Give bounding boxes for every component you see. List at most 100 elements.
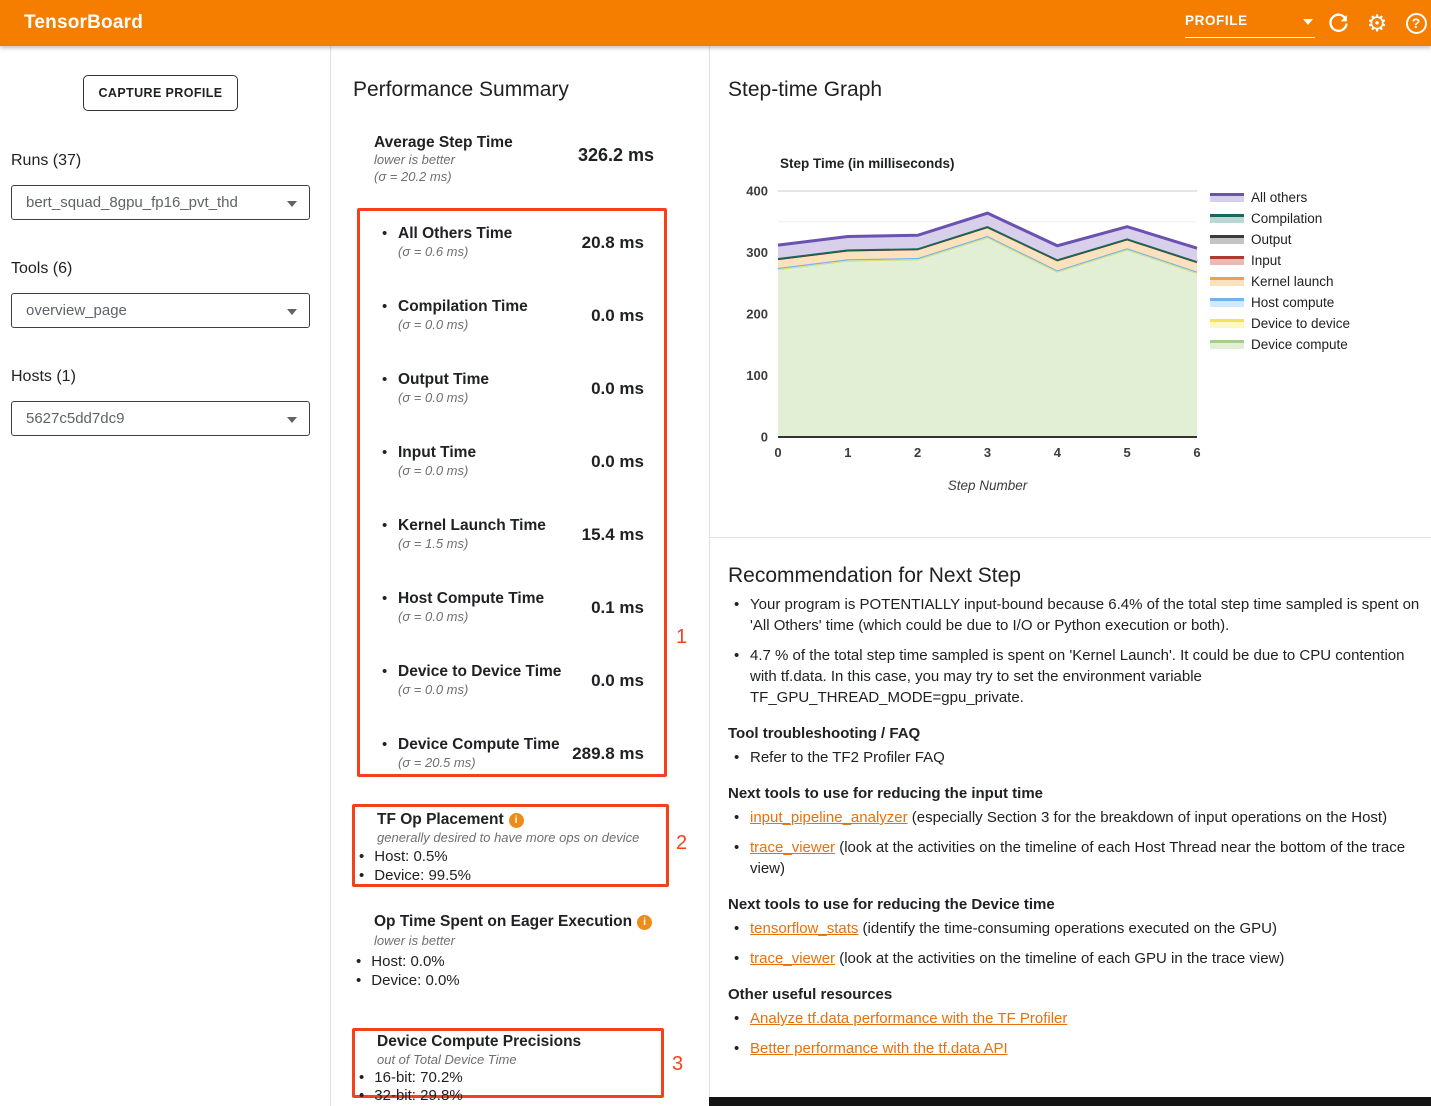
legend-label: Device to device — [1251, 316, 1350, 331]
recommendation-link[interactable]: Better performance with the tf.data API — [750, 1040, 1008, 1057]
tensorboard-profile-page: TensorBoard PROFILE ⚙ ? CAPTURE PROFILE … — [0, 0, 1431, 1106]
recommendation-bullet: Your program is POTENTIALLY input-bound … — [728, 594, 1422, 636]
eager-device: •Device: 0.0% — [356, 972, 460, 989]
x-tick-label: 6 — [1193, 445, 1200, 460]
recommendation-section-heading: Next tools to use for reducing the input… — [728, 783, 1422, 804]
recommendation-title: Recommendation for Next Step — [728, 564, 1021, 588]
annotation-box-1: •All Others Time(σ = 0.6 ms)20.8 ms•Comp… — [357, 208, 667, 777]
tf-op-placement-subtitle: generally desired to have more ops on de… — [377, 830, 639, 845]
legend-label: Input — [1251, 253, 1281, 268]
metric-sigma: (σ = 0.0 ms) — [398, 390, 468, 405]
legend-label: All others — [1251, 190, 1308, 205]
y-tick-label: 300 — [746, 245, 768, 260]
recommendation-item: input_pipeline_analyzer (especially Sect… — [728, 807, 1422, 828]
average-step-time-sub: lower is better — [374, 152, 455, 167]
annotation-box-2: TF Op Placementi generally desired to ha… — [352, 804, 669, 887]
metric-label: Device Compute Time — [398, 736, 560, 754]
recommendation-link[interactable]: trace_viewer — [750, 839, 835, 856]
top-app-bar: TensorBoard PROFILE ⚙ ? — [0, 0, 1431, 46]
metric-sigma: (σ = 0.0 ms) — [398, 317, 468, 332]
bullet: • — [356, 953, 361, 970]
metric-label: Host Compute Time — [398, 590, 544, 608]
recommendation-section-heading: Next tools to use for reducing the Devic… — [728, 894, 1422, 915]
metric-value: 0.0 ms — [591, 671, 644, 691]
recommendation-section-heading: Tool troubleshooting / FAQ — [728, 723, 1422, 744]
metric-value: 0.0 ms — [591, 379, 644, 399]
caret-down-icon — [287, 201, 297, 207]
metric-row: •Compilation Time(σ = 0.0 ms)0.0 ms — [360, 298, 664, 338]
metric-row: •All Others Time(σ = 0.6 ms)20.8 ms — [360, 225, 664, 265]
bullet: • — [359, 1069, 364, 1086]
recommendation-section-heading: Other useful resources — [728, 984, 1422, 1005]
recommendation-link[interactable]: tensorflow_stats — [750, 920, 858, 937]
metric-row: •Device to Device Time(σ = 0.0 ms)0.0 ms — [360, 663, 664, 703]
step-time-graph-title: Step-time Graph — [728, 78, 882, 102]
metric-label: Output Time — [398, 371, 489, 389]
bullet: • — [382, 371, 387, 388]
dashboard-selector-label: PROFILE — [1185, 13, 1248, 28]
x-tick-label: 2 — [914, 445, 921, 460]
legend-label: Host compute — [1251, 295, 1334, 310]
eager-title: Op Time Spent on Eager Executioni — [374, 913, 652, 931]
recommendation-item: Refer to the TF2 Profiler FAQ — [728, 747, 1422, 768]
settings-gear-icon[interactable]: ⚙ — [1363, 9, 1391, 37]
bullet: • — [359, 867, 364, 884]
precision-16bit: •16-bit: 70.2% — [359, 1069, 463, 1086]
average-step-time-value: 326.2 ms — [578, 145, 654, 166]
info-icon[interactable]: i — [509, 813, 524, 828]
recommendation-bullet: 4.7 % of the total step time sampled is … — [728, 645, 1422, 708]
x-tick-label: 0 — [774, 445, 781, 460]
x-tick-label: 4 — [1054, 445, 1062, 460]
recommendation-item: Analyze tf.data performance with the TF … — [728, 1008, 1422, 1029]
tf-op-placement-host: •Host: 0.5% — [359, 848, 448, 865]
tf-op-placement-title: TF Op Placementi — [377, 811, 524, 829]
bottom-section-edge — [709, 1097, 1431, 1106]
help-icon[interactable]: ? — [1402, 9, 1430, 37]
eager-subtitle: lower is better — [374, 933, 455, 948]
hosts-select-value: 5627c5dd7dc9 — [26, 410, 124, 427]
hosts-select[interactable]: 5627c5dd7dc9 — [11, 401, 310, 436]
x-tick-label: 5 — [1124, 445, 1131, 460]
metric-sigma: (σ = 0.0 ms) — [398, 463, 468, 478]
legend-label: Device compute — [1251, 337, 1348, 352]
capture-profile-button[interactable]: CAPTURE PROFILE — [83, 75, 238, 111]
average-step-time-label: Average Step Time — [374, 134, 513, 152]
tools-label: Tools (6) — [11, 260, 72, 278]
bullet: • — [359, 848, 364, 865]
y-tick-label: 200 — [746, 307, 768, 322]
recommendation-link[interactable]: trace_viewer — [750, 950, 835, 967]
bullet: • — [359, 1087, 364, 1104]
metric-row: •Host Compute Time(σ = 0.0 ms)0.1 ms — [360, 590, 664, 630]
tools-select[interactable]: overview_page — [11, 293, 310, 328]
metric-label: Kernel Launch Time — [398, 517, 546, 535]
dashboard-selector[interactable]: PROFILE — [1185, 8, 1315, 38]
hosts-label: Hosts (1) — [11, 368, 76, 386]
tf-op-placement-device: •Device: 99.5% — [359, 867, 471, 884]
recommendation-link[interactable]: input_pipeline_analyzer — [750, 809, 908, 826]
refresh-icon[interactable] — [1324, 9, 1352, 37]
recommendation-item: trace_viewer (look at the activities on … — [728, 837, 1422, 879]
tools-select-value: overview_page — [26, 302, 127, 319]
annotation-number-1: 1 — [676, 626, 687, 649]
runs-select[interactable]: bert_squad_8gpu_fp16_pvt_thd — [11, 185, 310, 220]
metric-value: 289.8 ms — [572, 744, 644, 764]
bullet: • — [382, 444, 387, 461]
annotation-number-3: 3 — [672, 1053, 683, 1076]
bullet: • — [382, 663, 387, 680]
y-tick-label: 100 — [746, 368, 768, 383]
area-device-compute — [778, 237, 1197, 437]
metric-sigma: (σ = 20.5 ms) — [398, 755, 476, 770]
metric-sigma: (σ = 0.6 ms) — [398, 244, 468, 259]
app-title: TensorBoard — [24, 0, 143, 46]
metric-value: 15.4 ms — [582, 525, 644, 545]
metric-row: • Output Time(σ = 0.0 ms) 0.0 ms — [360, 371, 664, 411]
info-icon[interactable]: i — [637, 915, 652, 930]
legend-label: Compilation — [1251, 211, 1322, 226]
recommendation-link[interactable]: Analyze tf.data performance with the TF … — [750, 1010, 1067, 1027]
average-step-time-sigma: (σ = 20.2 ms) — [374, 169, 452, 184]
metric-value: 0.0 ms — [591, 306, 644, 326]
precisions-subtitle: out of Total Device Time — [377, 1052, 517, 1067]
metric-sigma: (σ = 0.0 ms) — [398, 682, 468, 697]
annotation-box-3: Device Compute Precisions out of Total D… — [352, 1028, 664, 1098]
legend-label: Output — [1251, 232, 1292, 247]
